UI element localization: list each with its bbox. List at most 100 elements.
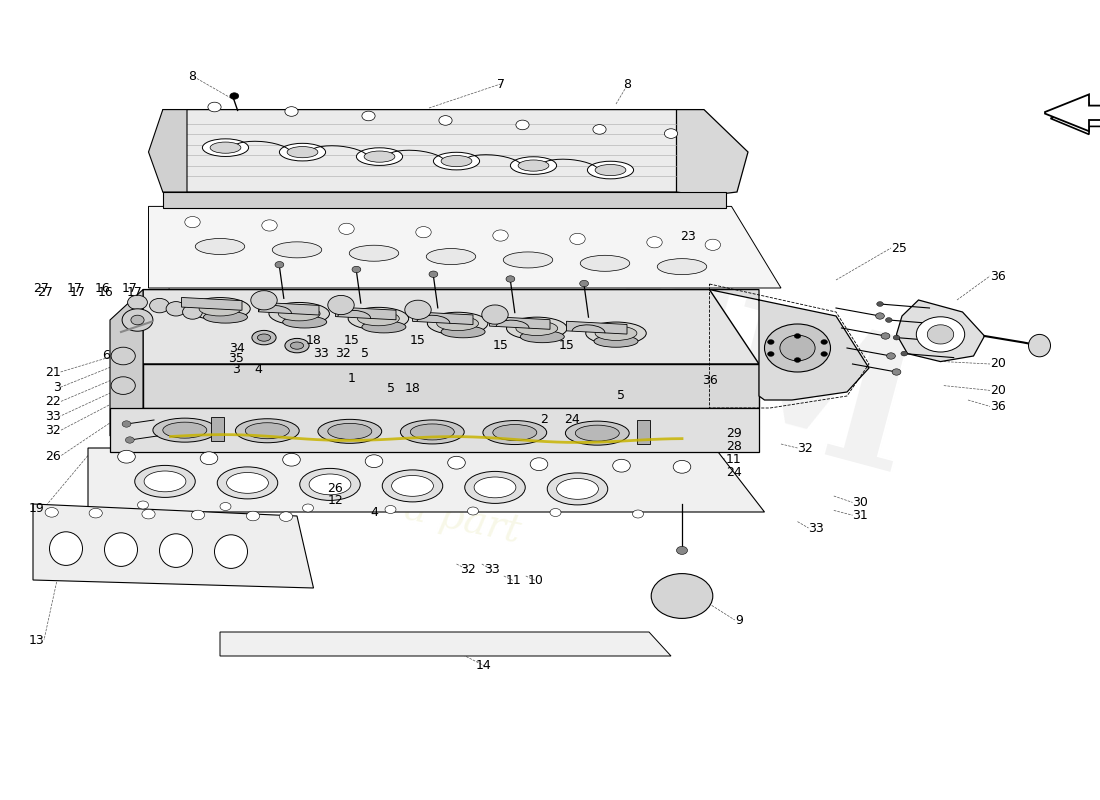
Polygon shape — [220, 632, 671, 656]
Circle shape — [892, 369, 901, 375]
Ellipse shape — [427, 312, 487, 334]
Circle shape — [768, 352, 774, 357]
Text: 26: 26 — [45, 450, 60, 462]
Ellipse shape — [483, 421, 547, 445]
Circle shape — [128, 295, 147, 310]
Text: a part: a part — [400, 490, 524, 550]
Text: 34: 34 — [229, 342, 244, 354]
Polygon shape — [88, 448, 764, 512]
Text: 19: 19 — [29, 502, 44, 514]
Ellipse shape — [299, 468, 361, 501]
Circle shape — [613, 459, 630, 472]
Text: 3: 3 — [232, 363, 241, 376]
Ellipse shape — [392, 475, 433, 496]
Circle shape — [821, 352, 827, 357]
Polygon shape — [490, 317, 550, 330]
Text: EM: EM — [562, 255, 934, 513]
Text: 35: 35 — [229, 352, 244, 365]
Circle shape — [111, 377, 135, 394]
Text: 24: 24 — [564, 413, 580, 426]
Circle shape — [150, 298, 169, 313]
Text: 11: 11 — [506, 574, 521, 587]
Ellipse shape — [273, 242, 321, 258]
Text: 18: 18 — [405, 382, 420, 395]
Circle shape — [764, 324, 830, 372]
Circle shape — [262, 220, 277, 231]
Text: 33: 33 — [314, 347, 329, 360]
Circle shape — [429, 271, 438, 278]
Polygon shape — [336, 307, 396, 320]
Text: 32: 32 — [45, 424, 60, 437]
Text: 15: 15 — [493, 339, 508, 352]
Ellipse shape — [285, 338, 309, 353]
Ellipse shape — [362, 321, 406, 333]
Ellipse shape — [595, 326, 637, 341]
Ellipse shape — [437, 316, 478, 330]
Circle shape — [673, 461, 691, 474]
Ellipse shape — [290, 342, 304, 349]
Polygon shape — [566, 322, 627, 334]
Ellipse shape — [287, 146, 318, 158]
Ellipse shape — [204, 311, 248, 323]
Circle shape — [647, 237, 662, 248]
Circle shape — [794, 358, 801, 362]
Circle shape — [385, 506, 396, 514]
Circle shape — [89, 508, 102, 518]
Ellipse shape — [227, 473, 268, 494]
Ellipse shape — [520, 330, 564, 342]
Ellipse shape — [202, 139, 249, 157]
Circle shape — [279, 512, 293, 522]
Circle shape — [185, 217, 200, 228]
Circle shape — [118, 450, 135, 463]
Circle shape — [530, 458, 548, 470]
Polygon shape — [143, 364, 759, 408]
Ellipse shape — [575, 425, 619, 441]
Circle shape — [794, 334, 801, 338]
Circle shape — [927, 325, 954, 344]
Text: 33: 33 — [484, 563, 499, 576]
Circle shape — [876, 313, 884, 319]
Polygon shape — [163, 110, 726, 192]
Text: 11: 11 — [726, 453, 741, 466]
Circle shape — [122, 421, 131, 427]
Ellipse shape — [400, 420, 464, 444]
Circle shape — [220, 502, 231, 510]
Text: 5: 5 — [386, 382, 395, 395]
Text: 29: 29 — [726, 427, 741, 440]
Circle shape — [230, 93, 239, 99]
Circle shape — [651, 574, 713, 618]
Circle shape — [131, 315, 144, 325]
Circle shape — [246, 511, 260, 521]
Text: 8: 8 — [188, 70, 197, 82]
Text: 4: 4 — [254, 363, 263, 376]
Ellipse shape — [210, 142, 241, 154]
Text: 20: 20 — [990, 384, 1005, 397]
Circle shape — [328, 295, 354, 314]
Text: 36: 36 — [702, 374, 717, 387]
Ellipse shape — [585, 322, 647, 345]
Ellipse shape — [1028, 334, 1050, 357]
Ellipse shape — [218, 467, 277, 499]
Polygon shape — [710, 290, 869, 400]
Ellipse shape — [309, 474, 351, 494]
Ellipse shape — [474, 477, 516, 498]
Ellipse shape — [410, 424, 454, 440]
Ellipse shape — [104, 533, 138, 566]
Ellipse shape — [518, 160, 549, 171]
Ellipse shape — [278, 306, 320, 321]
Circle shape — [550, 509, 561, 517]
Polygon shape — [182, 298, 242, 310]
Polygon shape — [163, 192, 726, 208]
Circle shape — [893, 335, 900, 340]
Circle shape — [676, 546, 688, 554]
Circle shape — [283, 454, 300, 466]
Polygon shape — [110, 408, 759, 452]
Text: 32: 32 — [460, 563, 475, 576]
Ellipse shape — [557, 478, 598, 499]
Ellipse shape — [257, 334, 271, 341]
Circle shape — [138, 501, 148, 509]
Text: 5: 5 — [361, 347, 370, 360]
Circle shape — [200, 452, 218, 465]
Text: 28: 28 — [726, 440, 741, 453]
Circle shape — [887, 353, 895, 359]
